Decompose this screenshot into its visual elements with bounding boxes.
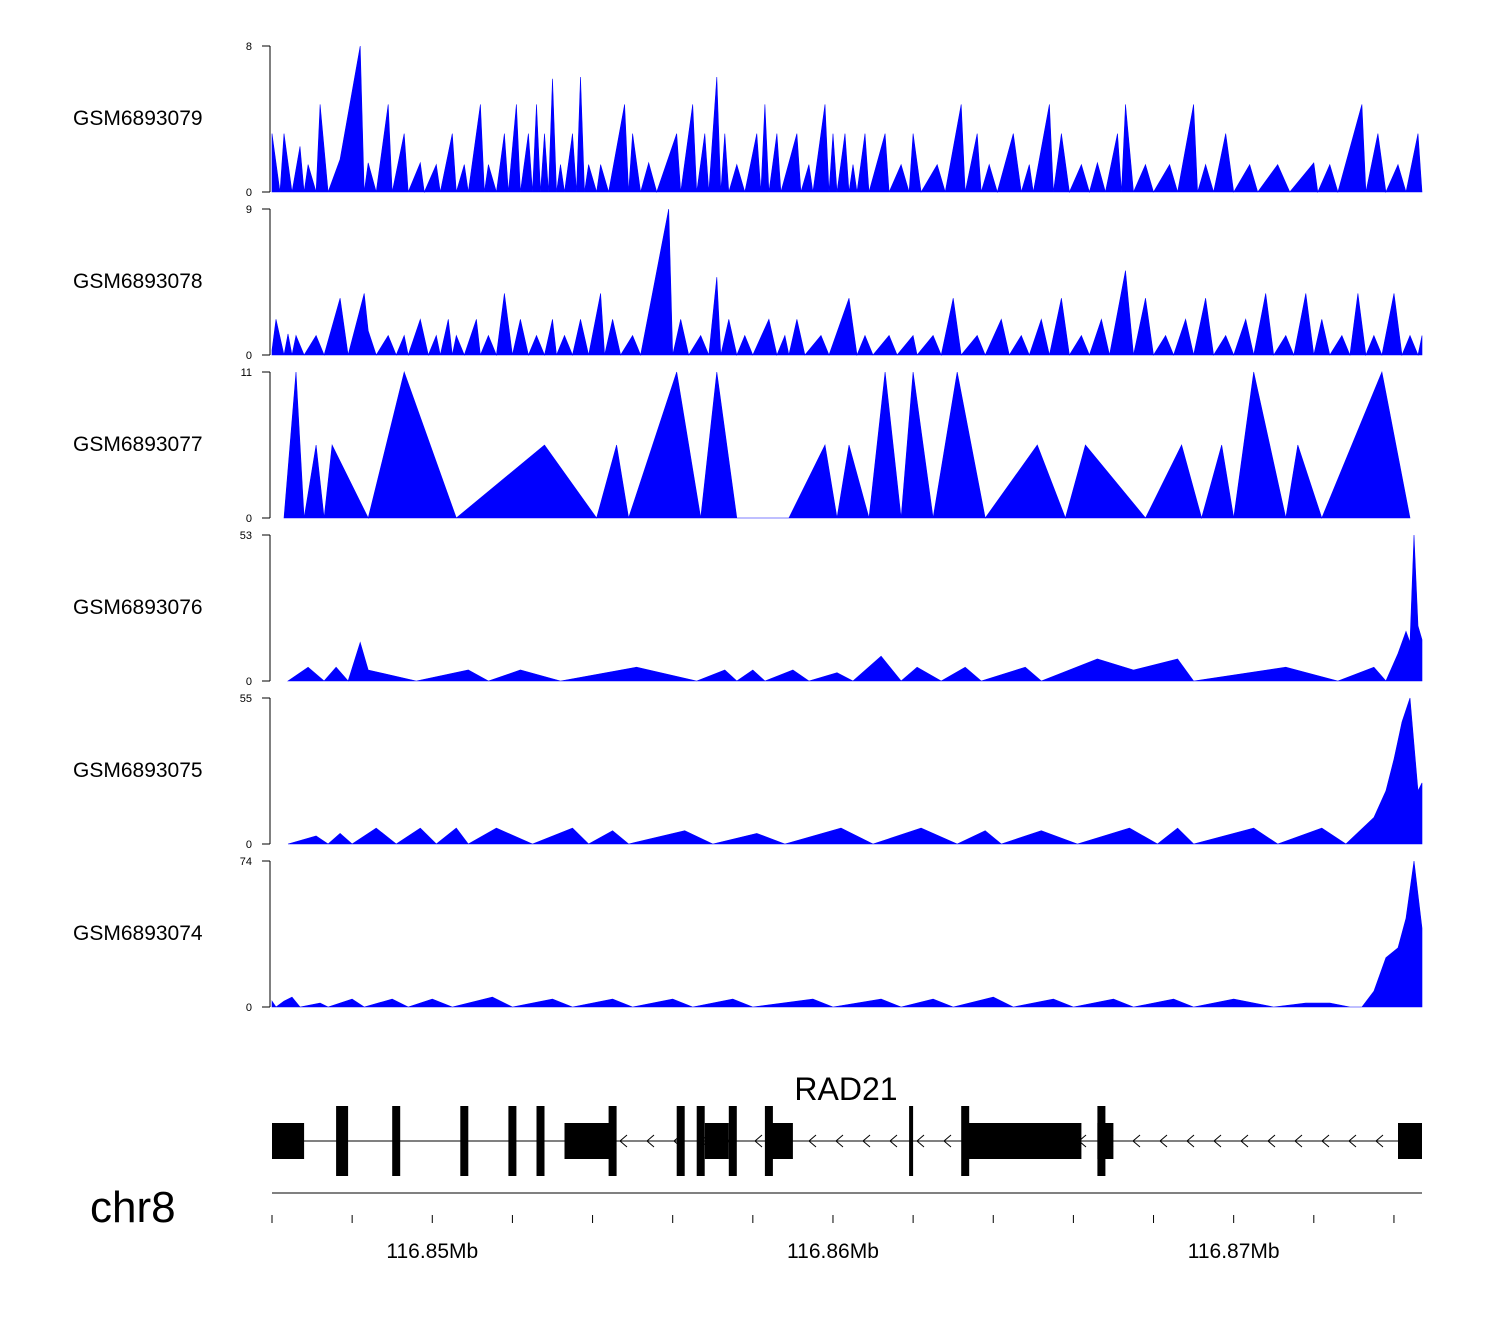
track-GSM6893076: GSM6893076 53 0	[73, 530, 1423, 688]
strand-arrow	[916, 1134, 925, 1148]
track-label: GSM6893074	[73, 922, 203, 945]
track-label: GSM6893079	[73, 107, 203, 130]
exon	[460, 1106, 469, 1176]
strand-arrow	[835, 1134, 844, 1148]
exon	[272, 1123, 305, 1159]
chromosome-label: chr8	[90, 1183, 176, 1232]
exon	[536, 1106, 545, 1176]
exon	[1414, 1123, 1422, 1159]
strand-arrow	[1213, 1134, 1222, 1148]
exon	[728, 1106, 737, 1176]
exon	[392, 1106, 401, 1176]
y-tick-label-max: 55	[240, 693, 252, 705]
strand-arrow	[754, 1134, 763, 1148]
track-GSM6893075: GSM6893075 55 0	[73, 693, 1423, 851]
y-tick-label-min: 0	[246, 513, 252, 525]
strand-arrow	[1159, 1134, 1168, 1148]
coverage-area	[271, 860, 1423, 1008]
exon	[909, 1106, 914, 1176]
strand-arrow	[1267, 1134, 1276, 1148]
strand-arrow	[619, 1134, 628, 1148]
strand-arrow	[646, 1134, 655, 1148]
y-tick-label-min: 0	[246, 350, 252, 362]
strand-arrow	[1375, 1134, 1384, 1148]
exon	[608, 1106, 617, 1176]
coverage-area	[271, 45, 1423, 194]
y-tick-label-min: 0	[246, 1002, 252, 1014]
y-tick-label-max: 53	[240, 530, 252, 542]
track-GSM6893077: GSM6893077 11 0	[73, 367, 1411, 525]
strand-arrow	[1348, 1134, 1357, 1148]
exon	[965, 1123, 1082, 1159]
strand-arrow	[1294, 1134, 1303, 1148]
exon	[768, 1123, 793, 1159]
exon	[696, 1106, 705, 1176]
track-label: GSM6893078	[73, 270, 203, 293]
axis-tick-label: 116.86Mb	[787, 1240, 879, 1263]
coverage-area	[271, 208, 1423, 357]
axis-tick-label: 116.87Mb	[1188, 1240, 1280, 1263]
strand-arrow	[1321, 1134, 1330, 1148]
exon	[676, 1106, 685, 1176]
strand-arrow	[808, 1134, 817, 1148]
coverage-area	[287, 697, 1423, 845]
exon	[564, 1123, 613, 1159]
track-GSM6893079: GSM6893079 8 0	[73, 41, 1423, 199]
coverage-area	[283, 370, 1411, 520]
coverage-area	[287, 534, 1423, 682]
exon	[336, 1106, 349, 1176]
track-GSM6893078: GSM6893078 9 0	[73, 204, 1423, 362]
track-label: GSM6893075	[73, 759, 203, 782]
strand-arrow	[889, 1134, 898, 1148]
y-tick-label-min: 0	[246, 676, 252, 688]
y-tick-label-max: 8	[246, 41, 252, 53]
exon	[704, 1123, 729, 1159]
exon	[1097, 1123, 1114, 1159]
y-tick-label-max: 74	[240, 856, 252, 868]
y-tick-label-min: 0	[246, 839, 252, 851]
strand-arrow	[1240, 1134, 1249, 1148]
gene-name-label: RAD21	[794, 1071, 897, 1107]
track-label: GSM6893077	[73, 433, 203, 456]
genome-axis: 116.85Mb 116.86Mb 116.87Mb	[271, 1192, 1422, 1263]
y-tick-label-max: 9	[246, 204, 252, 216]
exon	[508, 1106, 517, 1176]
axis-tick-label: 116.85Mb	[386, 1240, 478, 1263]
exon	[1398, 1123, 1414, 1159]
strand-arrow	[1132, 1134, 1141, 1148]
gene-track: RAD21	[272, 1071, 1422, 1176]
coverage-tracks: GSM689307980GSM689307890GSM6893077110GSM…	[73, 41, 1423, 1014]
strand-arrow	[943, 1134, 952, 1148]
y-tick-label-min: 0	[246, 187, 252, 199]
track-label: GSM6893076	[73, 596, 203, 619]
y-tick-label-max: 11	[241, 367, 252, 379]
strand-arrow	[1186, 1134, 1195, 1148]
track-GSM6893074: GSM6893074 74 0	[73, 856, 1423, 1014]
strand-arrow	[862, 1134, 871, 1148]
